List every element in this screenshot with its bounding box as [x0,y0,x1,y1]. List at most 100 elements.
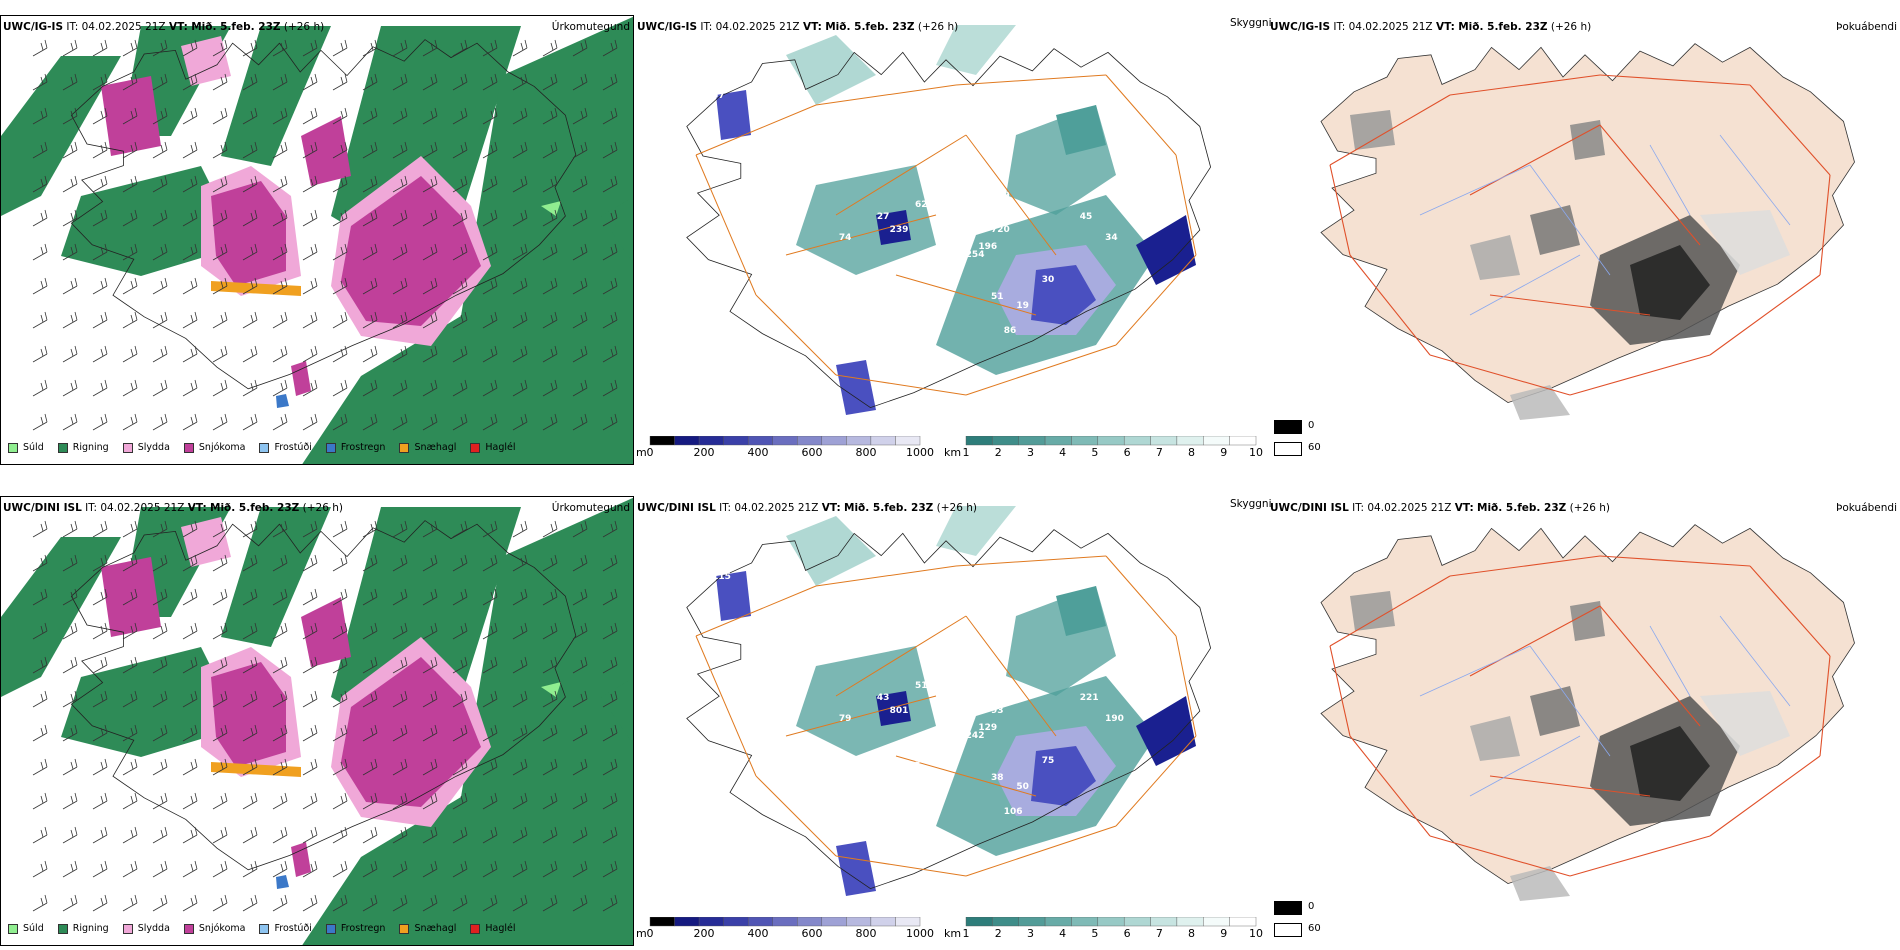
legend-item: Slydda [122,923,170,934]
visibility-value-label: 102 [953,697,972,708]
legend-swatch [57,923,68,934]
colorbar-step [1018,436,1046,446]
legend-swatch [8,923,18,934]
legend-label: Frostregn [340,442,386,453]
visibility-value-label: 801 [889,706,909,716]
legend-item: Snæhagl [399,442,456,453]
legend-label: Haglél [485,442,516,453]
colorbar-step [649,436,675,446]
colorbar-tick: 6 [1123,927,1131,940]
colorbar-step [1044,917,1072,927]
legend-swatch [399,442,410,453]
colorbar-step [772,436,798,446]
colorbar-tick: 1000 [906,446,934,459]
visibility-value-label: 19 [1016,300,1029,311]
visibility-value-label: 16 [876,372,890,382]
colorbar-tick: 7 [1155,927,1163,940]
colorbar-step [965,436,993,446]
visibility-value-label: 62 [914,199,928,210]
colorbar-tick: 1000 [906,927,934,940]
colorbar-step [1176,436,1204,446]
visibility-value-label: 715 [1054,580,1074,590]
legend-item: Snæhagl [399,923,456,934]
precip-type-legend: Súld Rigning Slydda Snjókoma Frostúði Frostre… [8,442,530,453]
colorbar-step [1229,436,1257,446]
legend-label: Snjókoma [198,442,246,453]
colorbar-tick: 200 [693,927,715,940]
fog-key-label: 60 [1308,442,1321,453]
visibility-value-label: 239 [889,225,909,235]
colorbar-step [1203,436,1230,446]
colorbar-tick: 600 [801,927,823,940]
visibility-value-label: 106 [1003,806,1023,817]
legend-label: Súld [23,923,44,934]
legend-item: Rigning [57,442,109,453]
fog-key-swatch [1274,420,1302,434]
visibility-value-label: 138 [864,588,884,599]
visibility-value-label: 190 [1105,714,1124,725]
colorbar-step [895,917,921,927]
legend-label: Slydda [137,442,170,453]
legend-swatch [8,442,18,453]
colorbar-step [870,917,896,927]
visibility-value-label: 57 [712,90,725,101]
colorbar-step [965,917,993,927]
legend-swatch [183,442,194,453]
colorbar-step [1071,436,1099,446]
colorbar-tick: 5 [1091,446,1099,459]
visibility-value-label: 34 [1105,233,1118,244]
colorbar-tick: 3 [1026,446,1034,459]
colorbar-step [797,436,823,446]
colorbar-step [649,917,675,927]
colorbar-step [1044,436,1072,446]
legend-item: Frostúði [259,923,312,934]
precip-type-map-graphic [1,497,633,945]
legend-item: Snjókoma [183,442,246,453]
visibility-value-label: 43 [876,346,890,357]
visibility-value-label: 196 [978,241,998,252]
visibility-value-label: 843 [1143,638,1162,649]
colorbar-step [1150,917,1178,927]
legend-label: Súld [23,442,44,453]
visibility-value-label: 129 [978,722,998,733]
product-name: Þokuábendi [1836,21,1897,33]
visibility-value-label: 51 [914,680,928,691]
colorbar-tick: 3 [1026,927,1034,940]
visibility-value-label: 759 [991,191,1010,202]
product-name: Úrkomutegund [551,502,630,514]
colorbar-tick: 6 [1123,446,1131,459]
colorbar-ramp [649,917,921,927]
visibility-value-label: 75 [953,216,966,227]
visibility-value-label: 7 [927,292,934,303]
visibility-value-label: 46 [883,798,896,809]
map-title: UWC/DINI ISLUWC/IG-IS IT: 04.02.2025 21Z… [637,21,959,33]
visibility-value-label: 50 [1016,781,1029,792]
precip-type-map-graphic [1,16,633,464]
visibility-value-label: 02 [724,630,738,641]
colorbar-step [846,917,872,927]
visibility-value-label: 79 [838,714,852,725]
colorbar-unit: m [636,927,647,940]
colorbar-tick: 9 [1220,927,1228,940]
visibility-value-label: 512 [1155,664,1175,674]
legend-swatch [325,923,336,934]
colorbar-tick: 9 [1220,446,1228,459]
colorbar-tick: 200 [693,446,715,459]
colorbar-step [992,436,1019,446]
colorbar-step [1097,917,1125,927]
visibility-value-label: 173 [1054,99,1074,109]
colorbar-step [747,917,773,927]
colorbar-tick: 800 [855,446,877,459]
legend-swatch [259,442,270,453]
map-title: UWC/DINI ISL IT: 04.02.2025 21Z VT: Mið.… [1270,502,1610,514]
legend-label: Haglél [485,923,516,934]
visibility-map-ig [636,15,1270,435]
product-name: Skyggni [1230,498,1272,510]
colorbar-ramp [649,436,921,446]
fog-map-graphic [1320,43,1855,420]
legend-label: Snæhagl [414,923,457,934]
fog-map-ig [1270,15,1900,435]
product-name: Úrkomutegund [551,21,630,33]
visibility-value-label: 51 [991,292,1004,303]
cloud-base-colorbar: m 0 200 400 600 800 1000 [636,436,936,460]
